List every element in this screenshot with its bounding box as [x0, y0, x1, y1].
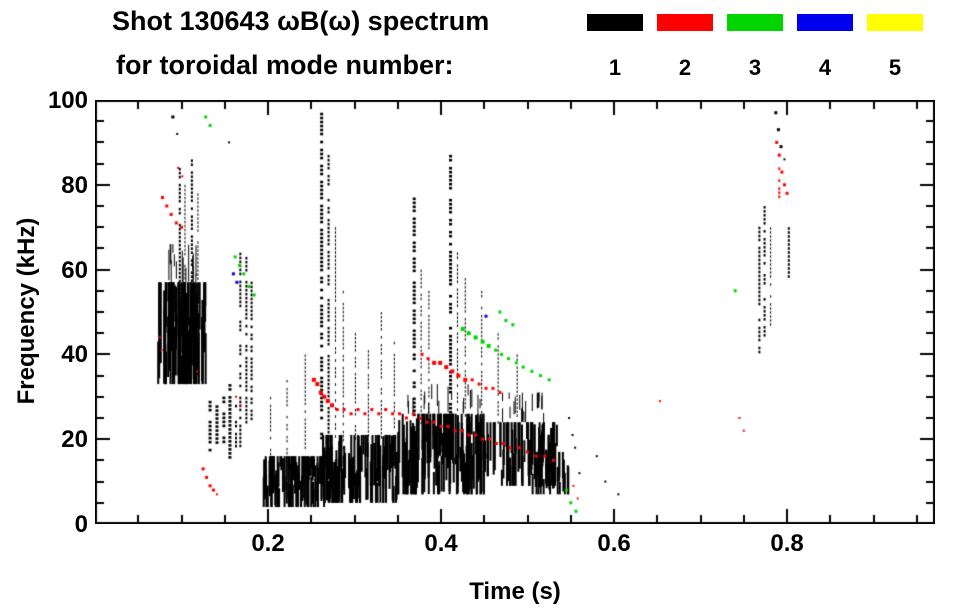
legend-swatch-5 — [867, 14, 923, 31]
x-tick-label: 0.8 — [770, 530, 804, 557]
legend-label-5: 5 — [888, 55, 902, 80]
y-tick-label: 0 — [74, 511, 88, 538]
legend-swatch-2 — [657, 14, 713, 31]
legend-swatches — [587, 14, 923, 31]
y-tick-label: 80 — [61, 171, 88, 199]
legend-label-1: 1 — [608, 55, 622, 80]
y-tick-label: 20 — [61, 426, 88, 454]
x-axis-title: Time (s) — [469, 578, 561, 605]
x-tick-label: 0.6 — [597, 530, 631, 557]
chart-title: Shot 130643 ωB(ω) spectrum — [112, 6, 490, 36]
legend-swatch-3 — [727, 14, 783, 31]
legend-swatch-1 — [587, 14, 643, 31]
legend-label-2: 2 — [678, 55, 692, 80]
legend-swatch-4 — [797, 14, 853, 31]
x-tick-label: 0.2 — [251, 530, 285, 557]
chart-subtitle: for toroidal mode number: — [116, 50, 454, 80]
y-tick-label: 40 — [61, 341, 88, 369]
legend-labels: 1 2 3 4 5 — [587, 55, 923, 81]
y-tick-label: 100 — [47, 87, 88, 114]
x-tick-label: 0.4 — [424, 530, 458, 557]
legend-label-4: 4 — [818, 55, 832, 80]
spectrogram-plot — [95, 100, 935, 524]
y-tick-label: 60 — [61, 256, 88, 284]
legend-label-3: 3 — [748, 55, 762, 80]
y-axis-title: Frequency (kHz) — [13, 217, 40, 405]
